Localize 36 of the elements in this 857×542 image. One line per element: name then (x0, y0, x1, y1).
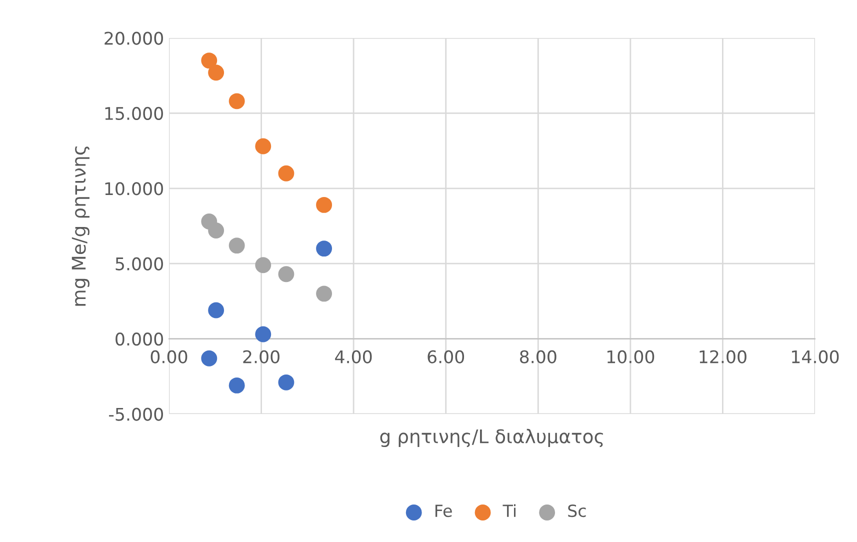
point (278, 266, 294, 282)
x-tick-label: 10.00 (607, 350, 654, 364)
y-axis-title: mg Me/g ρητινης (72, 146, 90, 306)
y-tick-label: 20.000 (104, 32, 163, 45)
y-tick-label: -5.000 (109, 408, 163, 421)
point (278, 165, 294, 182)
x-axis-title: g ρητινης/L διαλυματος (380, 428, 603, 448)
point (316, 240, 332, 257)
y-tick-label: 0.000 (116, 332, 163, 346)
y-tick-label: 10.000 (105, 182, 163, 196)
point (255, 326, 272, 342)
point (201, 52, 218, 69)
point (316, 196, 332, 213)
y-tick-label: 15.000 (105, 106, 163, 120)
point (208, 64, 224, 81)
x-tick-label: 6.00 (428, 350, 464, 364)
point (255, 138, 272, 154)
legend-label: Fe (435, 504, 452, 518)
point (228, 377, 245, 394)
x-tick-label: 4.00 (335, 350, 372, 364)
x-tick-label: 0.00 (150, 350, 188, 364)
x-tick-label: 8.00 (520, 350, 556, 364)
point (228, 93, 245, 110)
point (208, 222, 224, 238)
point (208, 302, 224, 318)
x-tick-label: 14.00 (792, 350, 839, 364)
point (316, 286, 332, 302)
point (255, 257, 272, 274)
legend-label: Sc (568, 504, 586, 518)
x-tick-label: 2.00 (243, 350, 280, 364)
y-tick-label: 5.000 (116, 257, 163, 270)
x-tick-label: 12.00 (700, 350, 746, 364)
point (278, 374, 294, 390)
legend-label: Ti (502, 504, 516, 517)
point (228, 238, 245, 254)
point (201, 350, 218, 366)
